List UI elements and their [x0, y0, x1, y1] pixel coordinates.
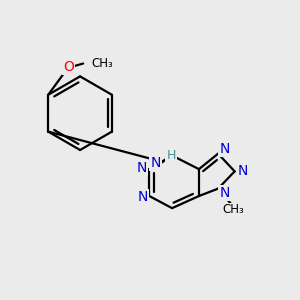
- Text: CH₃: CH₃: [222, 203, 244, 217]
- Text: N: N: [137, 190, 148, 205]
- Text: N: N: [137, 161, 147, 175]
- Text: N: N: [150, 156, 161, 170]
- Text: O: O: [63, 60, 74, 74]
- Text: N: N: [238, 164, 248, 178]
- Text: H: H: [166, 149, 176, 162]
- Text: CH₃: CH₃: [92, 57, 113, 70]
- Text: N: N: [220, 142, 230, 156]
- Text: N: N: [220, 186, 230, 200]
